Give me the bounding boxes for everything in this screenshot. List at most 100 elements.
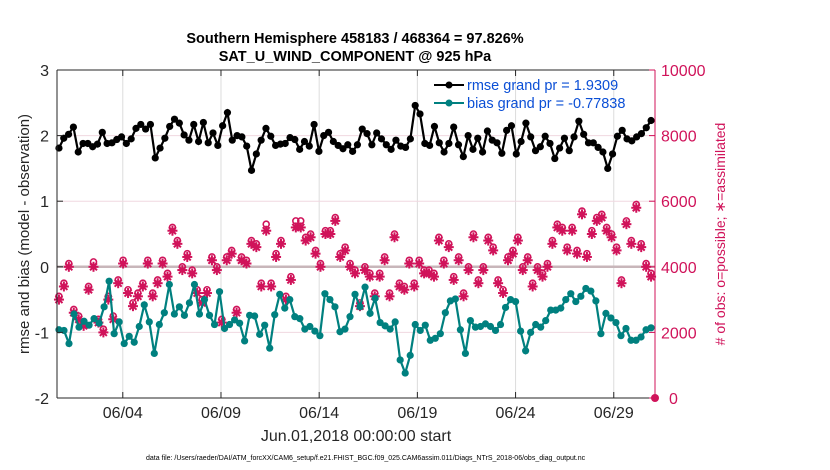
bias-point (486, 322, 495, 331)
bias-point (361, 283, 369, 291)
rmse-point (556, 144, 564, 152)
rmse-point (430, 122, 439, 131)
ticks: 06/04 06/09 06/14 06/19 06/24 06/29 -2 -1 0 1 2 3 0 2… (35, 63, 706, 422)
obs-assimilated-marker (621, 219, 632, 230)
rmse-point (194, 137, 203, 146)
y-axis-right-label: # of obs: o=possible; ∗=assimilated (712, 123, 728, 346)
bias-point (281, 304, 289, 312)
bias-point (100, 303, 108, 311)
rmse-point (93, 140, 102, 148)
bias-point (266, 344, 274, 352)
line-layer (55, 101, 659, 402)
rmse-point (161, 134, 169, 142)
bias-point (592, 297, 600, 305)
rmse-point (175, 119, 183, 127)
bias-point (456, 326, 464, 334)
y-right-tick-label: 8000 (661, 129, 697, 146)
bias-point (306, 322, 314, 331)
bias-point (416, 326, 424, 335)
obs-assimilated-marker (167, 225, 178, 236)
bias-point (105, 277, 113, 285)
bias-point (210, 320, 219, 329)
obs-assimilated-marker (88, 261, 99, 272)
obs-assimilated-marker (547, 238, 558, 249)
rmse-point (296, 145, 304, 153)
y-right-tick-label: 10000 (661, 63, 706, 80)
rmse-point (238, 133, 246, 141)
bias-point (537, 323, 545, 331)
obs-assimilated-marker (379, 255, 390, 266)
rmse-point (142, 125, 150, 133)
rmse-point (243, 142, 251, 150)
rmse-point (180, 131, 188, 139)
y-axis-label: rmse and bias (model - observation) (16, 114, 33, 354)
obs-assimilated-marker (626, 238, 637, 249)
rmse-point (127, 135, 135, 143)
bias-point (296, 315, 304, 323)
obs-assimilated-marker (557, 225, 568, 236)
rmse-point (454, 141, 463, 149)
rmse-point (281, 139, 289, 148)
rmse-point (74, 148, 82, 156)
obs-assimilated-marker (567, 225, 578, 236)
rmse-point (392, 136, 400, 144)
obs-assimilated-marker (488, 245, 499, 256)
bias-point (627, 336, 635, 344)
bias-point (110, 330, 118, 338)
rmse-point (589, 139, 597, 147)
bias-point (542, 316, 550, 325)
obs-assimilated-marker (364, 271, 375, 282)
bias-point (205, 311, 214, 319)
obs-assimilated-marker (537, 271, 548, 282)
obs-assimilated-marker (177, 265, 188, 276)
obs-assimilated-marker (305, 232, 316, 243)
rmse-point (459, 152, 467, 161)
bias-point (617, 332, 625, 340)
obs-assimilated-marker (162, 271, 173, 282)
x-tick-label: 06/29 (594, 405, 634, 422)
obs-assimilated-marker (433, 235, 444, 246)
bias-point (436, 330, 444, 338)
rmse-point (382, 141, 390, 149)
y-tick-label: 0 (40, 260, 49, 277)
rmse-point (493, 139, 501, 147)
rmse-point (344, 141, 352, 149)
rmse-point (262, 124, 270, 132)
obs-assimilated-marker (636, 242, 647, 253)
obs-assimilated-marker (172, 238, 183, 249)
bias-point (85, 321, 93, 329)
obs-assimilated-marker (428, 271, 439, 282)
obs-assimilated-marker (359, 265, 370, 276)
bias-point (356, 303, 364, 311)
obs-assimilated-marker (118, 258, 129, 269)
legend-bias-marker (445, 99, 453, 107)
rmse-point (137, 120, 145, 129)
obs-assimilated-marker (399, 284, 410, 295)
rmse-point (267, 132, 275, 140)
obs-assimilated-marker (616, 278, 627, 289)
obs-assimilated-marker (404, 258, 415, 269)
y-right-tick-label: 2000 (661, 325, 697, 342)
rmse-point (628, 137, 636, 145)
bias-point (130, 338, 138, 346)
bias-point (75, 323, 83, 331)
obs-assimilated-marker (572, 248, 583, 259)
bias-point (190, 280, 199, 289)
bias-point (286, 296, 294, 304)
obs-assimilated-marker (241, 258, 252, 269)
rmse-point (503, 126, 511, 134)
bias-point (220, 324, 229, 333)
obs-assimilated-marker (581, 251, 592, 262)
obs-assimilated-marker (98, 327, 109, 338)
bias-point (431, 334, 439, 342)
rmse-point (339, 145, 347, 153)
rmse-point (604, 164, 612, 172)
bias-point (331, 303, 339, 311)
rmse-point (199, 118, 207, 127)
bias-point (261, 321, 269, 329)
bias-point (256, 330, 264, 338)
chart-subtitle: SAT_U_WIND_COMPONENT @ 925 hPa (219, 49, 492, 65)
x-tick-label: 06/04 (103, 405, 143, 422)
rmse-point (305, 142, 313, 150)
bias-point (145, 318, 153, 326)
